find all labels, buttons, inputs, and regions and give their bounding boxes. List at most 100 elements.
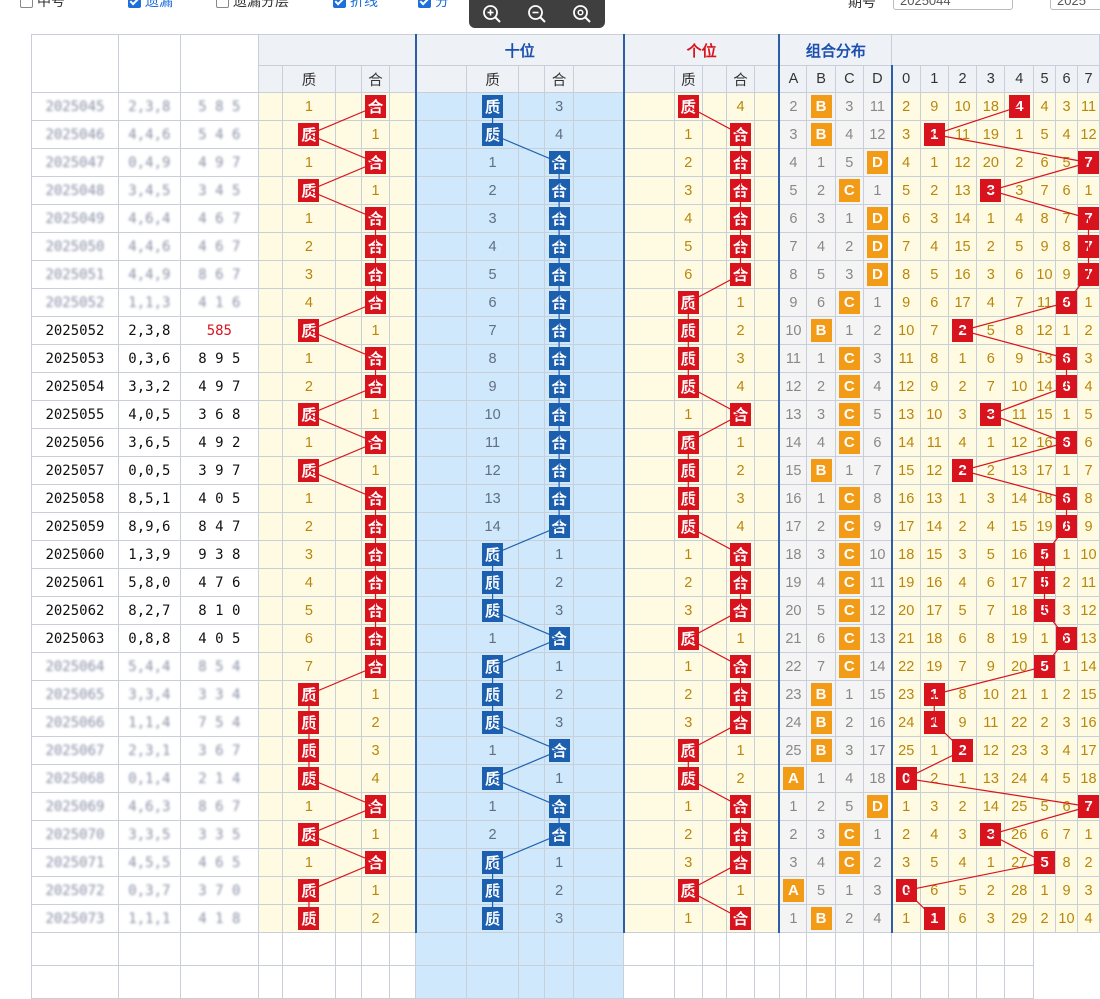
zoom-reset-button[interactable] [569,1,595,27]
cell-text: 1 [371,322,380,339]
cell-text: 6 [958,910,967,927]
zone-cell: 8 [465,344,520,373]
hit-marker: 合 [365,795,387,818]
zone-cell: 4 [726,512,755,541]
cell-text: 6 [684,266,693,283]
zone-cell: 1 [465,792,520,821]
cell-text: 16 [1036,434,1053,451]
zone-cell [622,596,675,625]
numbers-cell: 1,1,4 [117,708,181,737]
filter-option-4[interactable]: 分 [418,0,449,11]
zoom-out-button[interactable] [524,1,550,27]
filter-option-1[interactable]: 遗漏 [128,0,173,11]
zone-cell: 质 [673,764,703,793]
digit-cell: 1 [976,848,1006,877]
digit-cell: 10 [1004,372,1034,401]
table-row: 2025051 4,4,9 8 6 7 3 合 5 合 6 合 8 5 3 D 8 5 16 3 6 10 9 7 [31,260,1100,289]
combo-cell: 3 [778,848,808,877]
cell-text: 8 [1015,322,1024,339]
zone-cell [622,512,675,541]
cell-text: 3 [873,350,882,367]
checkbox-icon[interactable] [20,0,33,8]
cell-text: 2,3,8 [128,98,171,115]
digit-cell: 5 [1033,792,1056,821]
cell-text: 14 [484,518,501,535]
zone-cell: 4 [726,372,755,401]
cell-text: 合 [733,72,748,89]
cell-text: 4 [736,518,745,535]
zone-cell [701,260,728,289]
zone-cell: 合 [544,428,574,457]
table-row: 2025062 8,2,7 8 1 0 5 合质 3 3 合 20 5 C 12 20 17 5 7 18 5 3 1… [31,596,1100,625]
digit-cell: 8 [947,680,978,709]
cell-text: 12 [1011,434,1028,451]
issue-cell: 2025067 [31,736,119,765]
zoom-in-button[interactable] [479,1,505,27]
table-row: 2025046 4,4,6 5 4 6 质 1 质 4 1 合 3 B 4 12 3 1 11 19 1 5 4 12 [31,120,1100,149]
test-cell: 4 9 7 [179,372,259,401]
cell-text: 11 [1011,406,1027,423]
digit-cell: 3 [976,260,1006,289]
zone-cell [753,512,780,541]
zone-cell [414,736,467,765]
period-end-input[interactable] [1050,0,1100,10]
digit-cell: 5 [1033,568,1056,597]
cell-text: 10 [898,322,915,339]
cell-text: 3 [817,210,826,227]
cell-text: 4 9 2 [198,434,241,451]
cell-text: 9 [1062,266,1071,283]
cell-text: 1 [371,126,380,143]
zone-cell [334,904,362,933]
filter-option-0[interactable]: 中号 [20,0,65,11]
checkbox-icon[interactable] [128,0,141,8]
zone-cell [414,176,467,205]
cell-text: 1 [371,882,380,899]
hit-marker: C [838,347,860,370]
zone-cell: 1 [282,792,336,821]
zone-cell: 合 [544,484,574,513]
digit-cell: 8 [1055,848,1078,877]
zone-cell: 合 [360,372,391,401]
cell-text: 13 [484,490,501,507]
zone-cell: 合 [726,820,755,849]
hit-marker: 质 [677,879,699,902]
hit-marker: 5 [1034,571,1055,594]
filter-option-3[interactable]: 折线 [333,0,378,11]
digit-cell: 3 [976,820,1006,849]
cell-text: 11 [1036,294,1053,311]
zone-cell [518,148,546,177]
checkbox-icon[interactable] [333,0,346,8]
zone-cell: 1 [282,92,336,121]
cell-text: 9 [488,378,497,395]
hit-marker: 质 [677,515,699,538]
zone-cell [257,876,284,905]
cell-text: 2 [986,238,995,255]
digit-cell: 20 [976,148,1006,177]
cell-text: 1 [1062,658,1071,675]
checkbox-icon[interactable] [216,0,229,8]
zone-cell [518,820,546,849]
cell-text: 9 3 8 [198,546,241,563]
footer-cell [778,932,808,966]
zone-cell: 合 [726,904,755,933]
cell-text: 2 [1040,714,1049,731]
zone-cell [701,568,728,597]
zone-cell: 5 [465,260,520,289]
checkbox-icon[interactable] [418,0,431,8]
cell-text: 1 [873,826,882,843]
cell-text: 24 [1011,770,1028,787]
digit-cell: 6 [919,876,949,905]
digit-cell: 13 [890,400,921,429]
footer-cell [701,965,728,999]
hit-marker: 合 [365,851,387,874]
cell-text: 2025057 [45,462,105,479]
combo-cell: 23 [778,680,808,709]
combo-cell: 12 [862,596,893,625]
numbers-cell: 4,5,5 [117,848,181,877]
period-start-input[interactable] [893,0,1013,10]
digit-cell: 18 [919,624,949,653]
hdr-hundreds [257,34,417,66]
filter-option-2[interactable]: 遗漏分层 [216,0,289,11]
digit-cell: 11 [890,344,921,373]
cell-text: 16 [898,490,915,507]
